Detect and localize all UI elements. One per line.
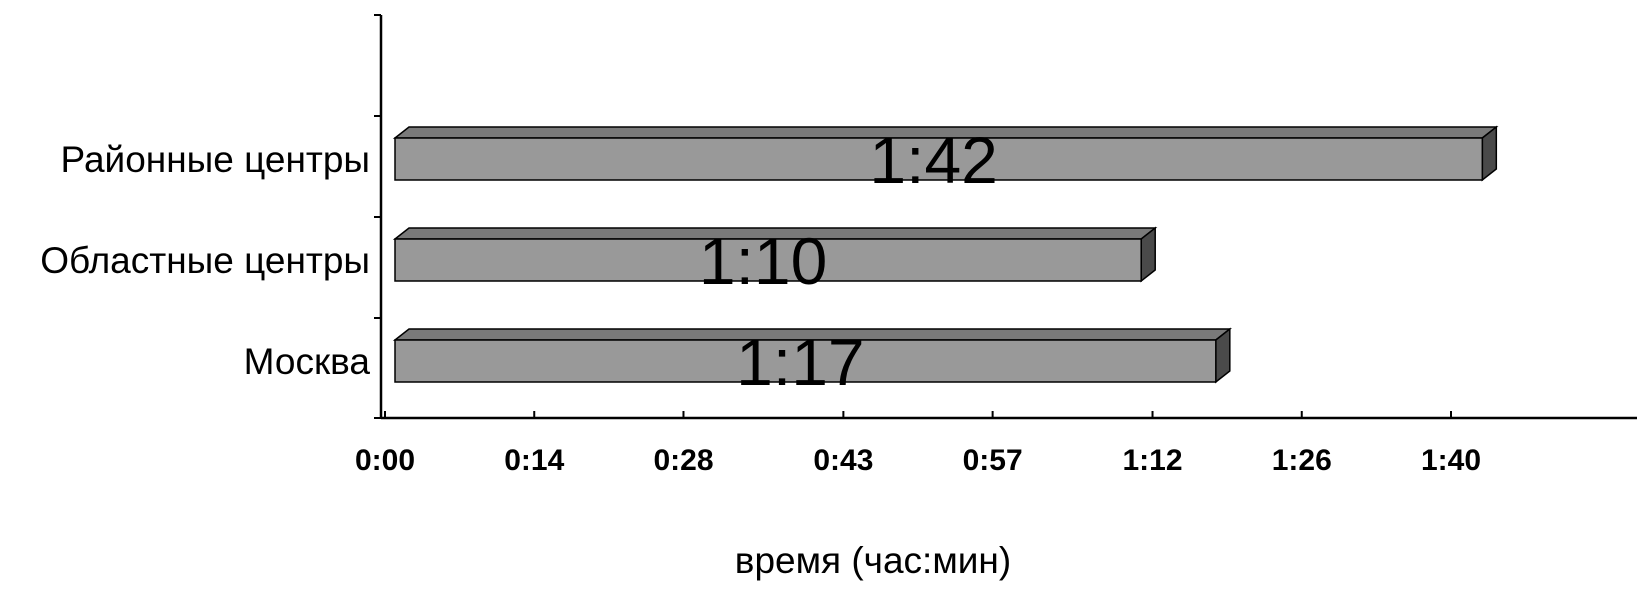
- x-tick-labels: 0:00 0:14 0:28 0:43 0:57 1:12 1:26 1:40: [355, 444, 1481, 477]
- bar: [392, 125, 1499, 182]
- bar-front-face: [394, 137, 1484, 181]
- axes: [374, 14, 1637, 420]
- x-tick-label: 1:40: [1421, 444, 1481, 477]
- data-labels: 1:42 1:10 1:17: [699, 123, 998, 399]
- bar-front-face: [394, 238, 1142, 282]
- bar-front-face: [394, 339, 1217, 383]
- x-tick-label: 0:00: [355, 444, 415, 477]
- bar: [392, 226, 1158, 283]
- x-tick-label: 0:28: [653, 444, 713, 477]
- x-tick-label: 0:43: [813, 444, 873, 477]
- category-label: Москва: [244, 341, 371, 382]
- x-tick-label: 1:12: [1122, 444, 1182, 477]
- bar: [392, 327, 1232, 384]
- data-label: 1:42: [869, 123, 997, 197]
- x-tick-label: 1:26: [1272, 444, 1332, 477]
- category-label: Районные центры: [61, 139, 371, 180]
- data-label: 1:17: [736, 325, 864, 399]
- x-tick-label: 0:14: [504, 444, 564, 477]
- data-label: 1:10: [699, 224, 827, 298]
- x-axis-label: время (час:мин): [735, 540, 1011, 581]
- category-labels: Районные центры Областные центры Москва: [40, 139, 370, 382]
- category-label: Областные центры: [40, 240, 370, 281]
- x-tick-label: 0:57: [963, 444, 1023, 477]
- bars: [392, 125, 1499, 384]
